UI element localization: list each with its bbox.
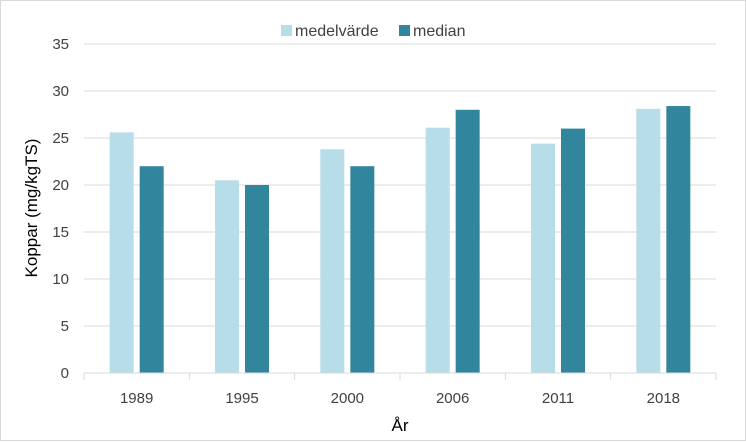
y-tick-label: 20 bbox=[52, 177, 69, 194]
gridlines bbox=[84, 43, 716, 327]
y-tick-label: 0 bbox=[61, 365, 69, 382]
bar-medelvärde-1989 bbox=[109, 132, 134, 373]
legend-swatch bbox=[281, 25, 292, 36]
bar-median-2011 bbox=[561, 128, 585, 373]
y-tick-label: 30 bbox=[52, 83, 69, 100]
y-tick-label: 35 bbox=[52, 36, 69, 53]
y-tick-label: 10 bbox=[52, 271, 69, 288]
x-tick-label: 2011 bbox=[542, 390, 574, 407]
legend-label: median bbox=[413, 23, 465, 40]
bar-medelvärde-2011 bbox=[531, 143, 555, 373]
legend-swatch bbox=[399, 25, 410, 36]
bar-median-1995 bbox=[245, 185, 269, 373]
y-tick-label: 15 bbox=[52, 224, 69, 241]
bar-median-2000 bbox=[350, 166, 375, 373]
x-tick-label: 1989 bbox=[120, 390, 153, 407]
bar-medelvärde-1995 bbox=[215, 180, 239, 373]
x-tick-label: 2000 bbox=[331, 390, 364, 407]
legend-label: medelvärde bbox=[295, 23, 379, 40]
bar-median-2006 bbox=[455, 109, 480, 374]
bar-medelvärde-2006 bbox=[425, 127, 450, 373]
y-tick-label: 25 bbox=[52, 130, 69, 147]
x-axis bbox=[83, 372, 717, 380]
x-tick-label: 2018 bbox=[647, 390, 680, 407]
legend: medelvärde median bbox=[281, 23, 465, 40]
x-tick-labels: 1989 1995 2000 2006 2011 2018 bbox=[120, 390, 680, 407]
bar-median-2018 bbox=[666, 106, 691, 373]
x-tick-label: 1995 bbox=[225, 390, 258, 407]
bar-medelvärde-2018 bbox=[636, 108, 661, 374]
y-tick-label: 5 bbox=[61, 318, 69, 335]
y-tick-labels: 0 5 10 15 20 25 30 35 bbox=[52, 36, 69, 382]
bars bbox=[109, 106, 691, 374]
bar-medelvärde-2000 bbox=[320, 149, 345, 373]
bar-median-1989 bbox=[139, 166, 164, 373]
x-axis-title: År bbox=[392, 416, 409, 435]
x-tick-label: 2006 bbox=[436, 390, 469, 407]
y-axis-title: Koppar (mg/kgTS) bbox=[22, 139, 41, 278]
